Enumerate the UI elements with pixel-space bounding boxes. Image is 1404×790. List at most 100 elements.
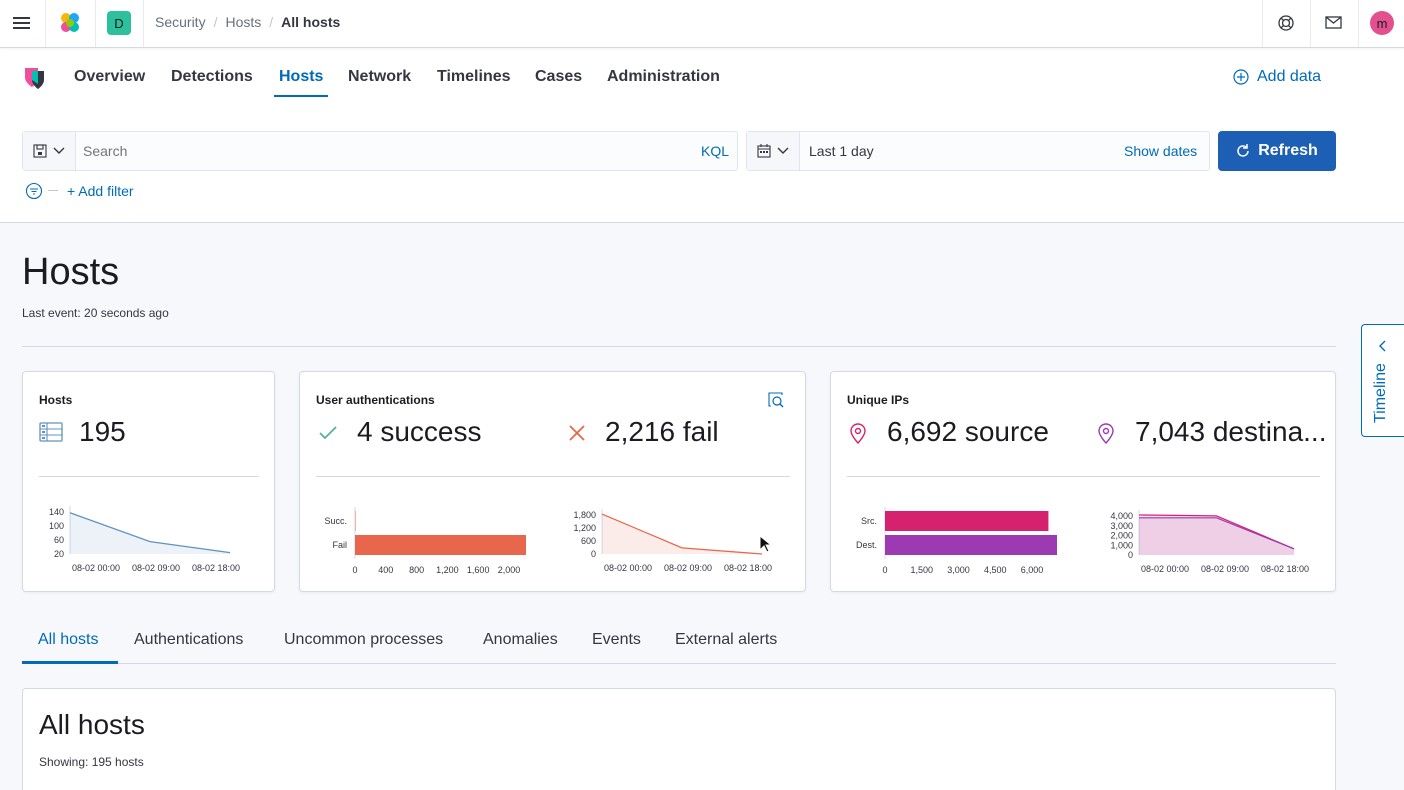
plus-circle-icon: [1233, 69, 1249, 85]
hosts-kpi-title: Hosts: [39, 393, 73, 407]
x-tick-label: 08-02 09:00: [1201, 564, 1249, 574]
filter-divider: [48, 190, 58, 191]
x-tick-label: 1,500: [910, 565, 933, 575]
bar: [355, 511, 356, 531]
tab-uncommon-processes[interactable]: Uncommon processes: [284, 631, 444, 648]
x-tick-label: 0: [882, 565, 887, 575]
search-input[interactable]: [77, 132, 687, 170]
save-icon: [33, 144, 47, 158]
category-label: Fail: [332, 540, 347, 550]
category-label: Dest.: [856, 540, 877, 550]
auth-area-chart: 1,800 1,200 600 0 08-02 00:00 08-02 09:00 08-0…: [573, 509, 772, 573]
breadcrumb-hosts[interactable]: Hosts: [225, 14, 262, 30]
x-tick-label: 08-02 09:00: [664, 563, 712, 573]
space-avatar[interactable]: D: [107, 11, 131, 35]
tab-all-hosts[interactable]: All hosts: [38, 631, 99, 648]
inspect-icon[interactable]: [768, 392, 784, 408]
tab-authentications[interactable]: Authentications: [134, 631, 244, 648]
panel-divider: [847, 476, 1320, 477]
y-tick-label: 0: [591, 549, 596, 559]
series-area: [1139, 517, 1294, 555]
nav-tab-hosts[interactable]: Hosts: [279, 68, 324, 85]
menu-icon[interactable]: [13, 14, 31, 32]
hosts-count: 195: [79, 416, 126, 447]
y-tick-label: 3,000: [1110, 521, 1133, 531]
quick-date-menu[interactable]: [747, 132, 800, 170]
x-tick-label: 1,600: [467, 565, 490, 575]
timeline-flyout-button[interactable]: Timeline: [1361, 324, 1404, 437]
breadcrumb: Security / Hosts / All hosts: [155, 14, 341, 30]
ips-kpi-title: Unique IPs: [847, 393, 910, 407]
x-tick-label: 2,000: [498, 565, 521, 575]
breadcrumb-security[interactable]: Security: [155, 14, 206, 30]
series-area: [602, 514, 762, 554]
bar: [885, 535, 1057, 555]
nav-tab-cases[interactable]: Cases: [535, 68, 583, 85]
refresh-icon: [1237, 144, 1249, 157]
mail-icon[interactable]: [1325, 15, 1343, 31]
ips-kpi-panel: Unique IPs 6,692 source 7,043 destina...…: [830, 371, 1336, 592]
hosts-icon: [39, 422, 63, 442]
elastic-logo-icon[interactable]: [58, 11, 82, 35]
cross-icon: [568, 424, 586, 447]
show-dates-link[interactable]: Show dates: [1124, 143, 1198, 159]
refresh-label: Refresh: [1258, 142, 1318, 159]
series-line: [601, 513, 763, 555]
x-tick-label: 6,000: [1021, 565, 1044, 575]
series-area: [1139, 514, 1294, 555]
x-tick-label: 08-02 00:00: [1141, 564, 1189, 574]
nav-tab-network[interactable]: Network: [348, 68, 412, 85]
x-tick-label: 08-02 18:00: [724, 563, 772, 573]
auth-fail-count: 2,216 fail: [605, 416, 719, 447]
y-tick-label: 4,000: [1110, 511, 1133, 521]
filter-options-icon[interactable]: [25, 182, 43, 200]
y-tick-label: 600: [581, 536, 596, 546]
auth-kpi-panel: User authentications 4 success 2,216 fai…: [299, 371, 806, 592]
last-event-text: Last event: 20 seconds ago: [22, 306, 169, 320]
y-tick-label: 2,000: [1110, 531, 1133, 541]
tab-anomalies[interactable]: Anomalies: [483, 631, 558, 648]
tab-active-indicator: [22, 661, 118, 664]
user-avatar[interactable]: m: [1370, 11, 1394, 35]
y-tick-label: 1,200: [573, 523, 596, 533]
nav-tab-timelines[interactable]: Timelines: [437, 68, 511, 85]
y-tick-label: 20: [54, 549, 64, 559]
y-tick-label: 1,800: [573, 510, 596, 520]
page-title: Hosts: [22, 251, 120, 293]
x-tick-label: 08-02 00:00: [604, 563, 652, 573]
bar: [355, 535, 526, 555]
x-tick-label: 1,200: [436, 565, 459, 575]
hosts-area-chart: 140 100 60 20 08-02 00:00 08-02 09:00 08-02 18…: [49, 506, 240, 573]
nav-tab-detections[interactable]: Detections: [171, 68, 253, 85]
add-filter-button[interactable]: + Add filter: [67, 183, 134, 199]
saved-query-menu[interactable]: [23, 132, 76, 170]
top-header: D Security / Hosts / All hosts m: [0, 0, 1404, 48]
timeline-label: Timeline: [1372, 363, 1389, 423]
x-tick-label: 08-02 18:00: [192, 563, 240, 573]
hosts-kpi-panel: Hosts 195 140 100 60 20 08-02 00:00 08-02 09:…: [22, 371, 275, 592]
check-icon: [318, 425, 338, 446]
add-data-label: Add data: [1257, 68, 1322, 85]
refresh-button[interactable]: Refresh: [1218, 131, 1336, 171]
series-line: [69, 512, 231, 554]
y-tick-label: 60: [54, 535, 64, 545]
x-tick-label: 08-02 09:00: [132, 563, 180, 573]
help-icon[interactable]: [1277, 14, 1295, 32]
x-tick-label: 3,000: [947, 565, 970, 575]
auth-bar-chart: Succ. Fail 0 400 800 1,200 1,600 2,000: [324, 507, 526, 575]
add-data-button[interactable]: Add data: [1233, 68, 1321, 86]
unique-destination-ips: 7,043 destina...: [1135, 416, 1327, 447]
tab-external-alerts[interactable]: External alerts: [675, 631, 778, 648]
date-range[interactable]: Last 1 day: [809, 143, 874, 159]
nav-tab-administration[interactable]: Administration: [607, 68, 720, 85]
nav-tab-overview[interactable]: Overview: [74, 68, 146, 85]
tab-events[interactable]: Events: [592, 631, 641, 648]
kql-toggle[interactable]: KQL: [701, 143, 730, 159]
security-nav: Overview Detections Hosts Network Timeli…: [0, 48, 1404, 115]
header-divider: [0, 222, 1404, 223]
all-hosts-title: All hosts: [39, 709, 145, 740]
y-tick-label: 100: [49, 521, 64, 531]
category-label: Src.: [861, 516, 877, 526]
breadcrumb-all-hosts: All hosts: [281, 14, 341, 30]
